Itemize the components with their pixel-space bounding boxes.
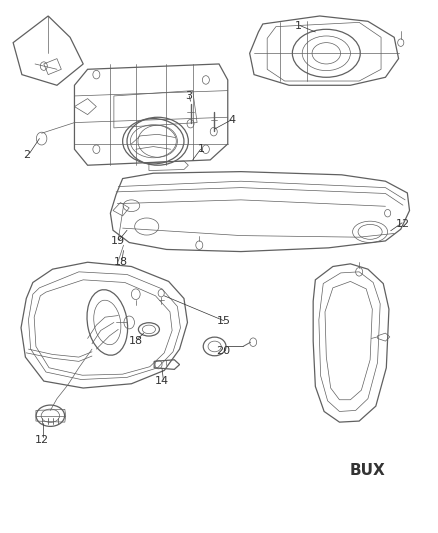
Text: 1: 1: [294, 21, 301, 30]
Text: 12: 12: [396, 219, 410, 229]
Text: 18: 18: [129, 336, 143, 346]
Text: 4: 4: [229, 115, 236, 125]
Text: 1: 1: [198, 144, 205, 154]
Text: 20: 20: [216, 346, 230, 356]
Text: 18: 18: [113, 257, 127, 267]
Text: 3: 3: [185, 91, 192, 101]
Text: 2: 2: [24, 150, 31, 159]
Text: 15: 15: [216, 316, 230, 326]
Text: BUX: BUX: [349, 463, 385, 478]
Text: 12: 12: [35, 435, 49, 445]
Text: 14: 14: [155, 376, 169, 386]
Text: 19: 19: [111, 236, 125, 246]
